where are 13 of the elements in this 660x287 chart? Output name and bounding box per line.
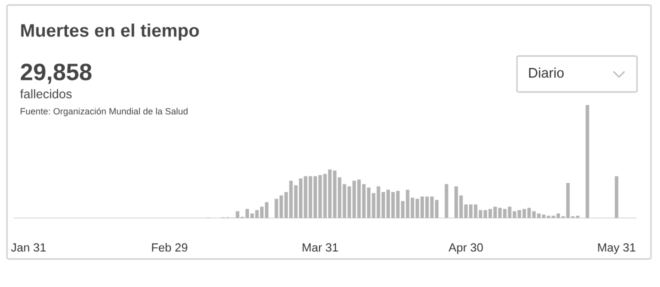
text: fallecidos [20,89,72,98]
x-tick-label: Jan 31 [11,243,46,252]
bar [444,184,448,218]
text: 29,858 [20,64,92,84]
chart-title: Muertes en el tiempo [21,24,199,40]
x-tick-label: Feb 29 [152,243,188,252]
x-tick-label: May 31 [598,243,636,254]
bar [614,176,618,218]
annotation: Fuente: Organización Mundial de la Salud [20,108,188,116]
x-tick-label: Mar 31 [302,243,338,252]
x-tick-label: Apr 30 [448,243,483,254]
bar [586,105,590,218]
text: Diario [529,68,564,78]
